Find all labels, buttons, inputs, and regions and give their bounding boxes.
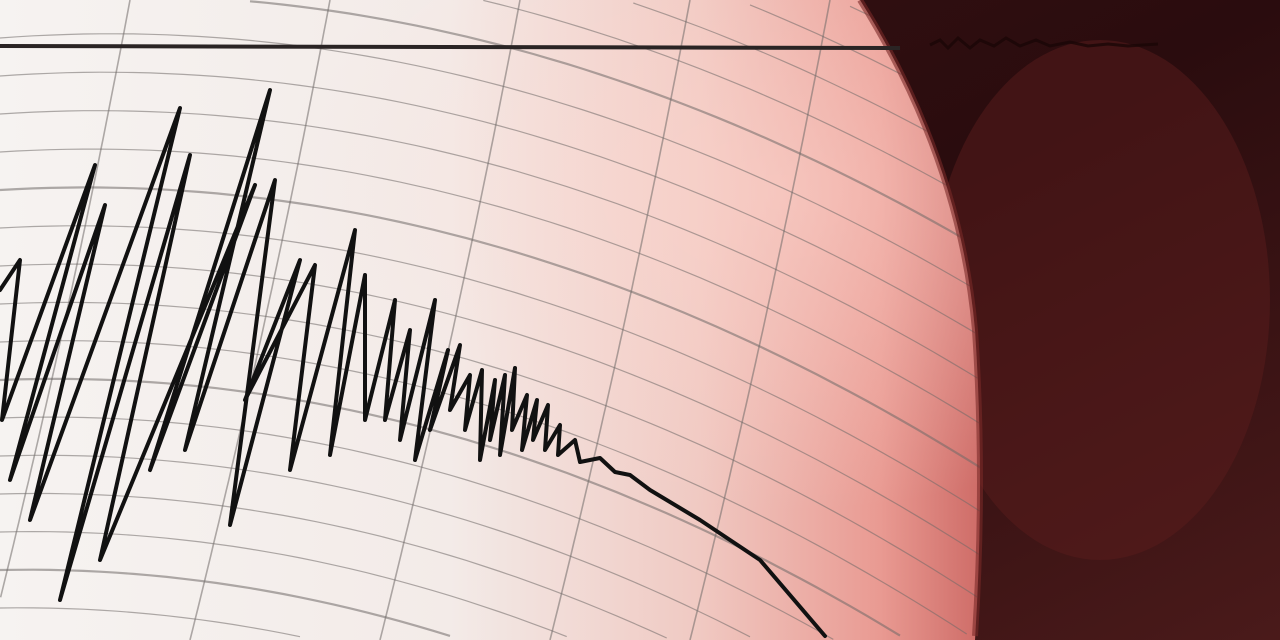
background-glow [930,40,1270,560]
grid-line-horizontal [0,568,451,637]
grid-line-horizontal [0,148,980,437]
grid-line-horizontal [0,33,980,305]
grid-line-horizontal [0,110,980,393]
grid-line-horizontal [249,0,980,261]
grid-line-horizontal [0,416,834,640]
paper-edge-shadow [857,0,983,637]
grid-line-horizontal [0,492,667,639]
grid-line-vertical [379,0,521,640]
grid-line-vertical [0,0,131,598]
background-trace [929,35,1159,51]
grid-line-horizontal [0,454,751,638]
grid-line-horizontal [0,186,980,481]
grid-line-horizontal [483,0,980,217]
grid-line-vertical [689,0,831,640]
grid-line-horizontal [0,71,980,349]
chart-paper [0,0,980,640]
grid-line-vertical [549,0,691,640]
grid-line-vertical [189,0,331,640]
grid-line-horizontal [0,340,968,635]
recording-arm [0,44,901,50]
grid-line-horizontal [0,607,301,638]
grid-line-horizontal [0,530,567,638]
seismic-trace [0,88,827,638]
grid-line-horizontal [0,301,980,613]
